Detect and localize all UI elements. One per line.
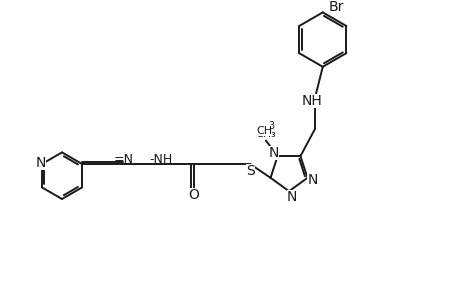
Text: O: O <box>188 188 199 202</box>
Text: Br: Br <box>328 0 343 14</box>
Text: N: N <box>307 173 317 187</box>
Text: CH: CH <box>255 126 271 136</box>
Text: S: S <box>245 164 254 178</box>
Text: =N: =N <box>114 153 134 166</box>
Text: -NH: -NH <box>149 153 172 166</box>
Text: N: N <box>36 156 46 170</box>
Text: N: N <box>268 146 278 160</box>
Text: CH₃: CH₃ <box>255 129 276 139</box>
Text: NH: NH <box>301 94 322 108</box>
Text: N: N <box>286 190 297 204</box>
Text: 3: 3 <box>268 121 274 131</box>
